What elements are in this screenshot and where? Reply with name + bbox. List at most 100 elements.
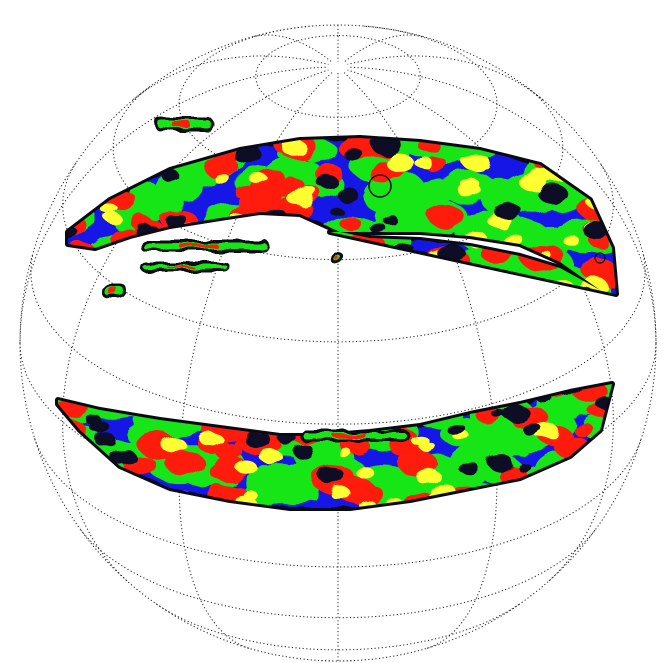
density-blob	[560, 487, 581, 500]
density-blob	[58, 465, 89, 499]
density-blob	[319, 260, 365, 289]
density-blob	[236, 461, 258, 475]
density-blob	[68, 498, 97, 508]
density-blob	[262, 384, 297, 395]
density-blob	[310, 384, 373, 416]
density-blob	[580, 444, 612, 468]
density-blob	[123, 478, 144, 491]
density-blob	[502, 404, 530, 423]
density-blob	[338, 448, 352, 457]
density-blob	[160, 436, 186, 453]
density-blob	[390, 287, 411, 294]
density-blob	[319, 384, 368, 397]
density-blob	[329, 486, 351, 500]
density-blob	[68, 138, 98, 148]
circle-marker-small	[594, 252, 606, 264]
density-blob	[78, 384, 97, 396]
density-blob	[58, 433, 77, 455]
density-blob	[226, 391, 269, 419]
longitude-line	[347, 69, 614, 582]
density-blob	[406, 287, 436, 294]
density-blob	[323, 390, 391, 433]
density-blob	[128, 249, 144, 260]
density-blob	[232, 384, 262, 398]
density-blob	[156, 273, 198, 294]
density-blob	[221, 266, 267, 294]
density-blob	[137, 222, 151, 231]
small-northern-patch	[100, 282, 126, 298]
northern-strip	[65, 135, 619, 297]
density-blob	[563, 235, 580, 246]
density-blob	[100, 169, 129, 187]
density-blob	[107, 491, 157, 508]
density-blob	[563, 157, 590, 174]
density-blob	[448, 284, 470, 294]
density-blob	[203, 156, 239, 179]
density-blob	[382, 215, 399, 225]
density-blob	[181, 384, 200, 396]
density-blob	[267, 387, 326, 424]
density-blob	[381, 384, 414, 398]
density-blob	[76, 482, 112, 505]
northern-strip-field	[68, 138, 616, 294]
density-blob	[481, 183, 534, 217]
small-northern-patch	[300, 430, 410, 442]
density-blob	[366, 265, 405, 290]
density-blob	[356, 467, 375, 479]
density-blob	[292, 444, 315, 458]
density-blob	[453, 384, 478, 394]
density-blob	[285, 227, 321, 250]
density-blob	[300, 262, 331, 281]
density-blob	[75, 474, 123, 505]
density-blob	[539, 473, 584, 501]
density-blob	[190, 384, 216, 397]
patch-core	[167, 266, 194, 268]
density-blob	[301, 186, 318, 197]
density-blob	[128, 140, 170, 167]
density-blob	[152, 498, 173, 508]
density-blob	[105, 213, 122, 224]
density-blob	[265, 258, 285, 271]
density-blob	[124, 492, 148, 508]
density-blob	[573, 423, 595, 437]
density-blob	[480, 429, 530, 460]
density-blob	[372, 138, 403, 156]
patch-core	[173, 122, 191, 128]
density-blob	[187, 275, 222, 294]
density-blob	[89, 420, 110, 434]
density-blob	[462, 275, 508, 294]
density-blob	[113, 138, 139, 152]
density-blob	[182, 384, 244, 418]
patch-core	[107, 286, 116, 294]
latitude-line	[112, 86, 564, 261]
density-blob	[108, 448, 136, 465]
density-blob	[223, 384, 262, 398]
density-blob	[249, 173, 268, 185]
latitude-line	[178, 25, 498, 184]
density-blob	[199, 432, 224, 448]
density-blob	[209, 280, 251, 294]
density-blob	[491, 409, 506, 419]
density-blob	[58, 471, 78, 484]
longitude-line	[132, 55, 329, 100]
density-blob	[352, 404, 383, 424]
density-blob	[603, 188, 616, 198]
longitude-line	[347, 55, 544, 100]
density-blob	[269, 397, 298, 414]
density-blob	[193, 138, 223, 149]
density-blob	[579, 256, 615, 280]
density-blob	[517, 462, 532, 472]
density-blob	[329, 206, 343, 216]
density-blob	[168, 145, 186, 157]
density-blob	[85, 138, 113, 152]
density-blob	[457, 182, 482, 198]
density-blob	[101, 203, 119, 215]
density-blob	[208, 456, 250, 483]
density-blob	[246, 384, 293, 397]
density-blob	[118, 486, 153, 508]
density-blob	[557, 457, 603, 486]
density-blob	[252, 397, 266, 406]
density-blob	[336, 406, 360, 422]
density-blob	[354, 277, 394, 294]
